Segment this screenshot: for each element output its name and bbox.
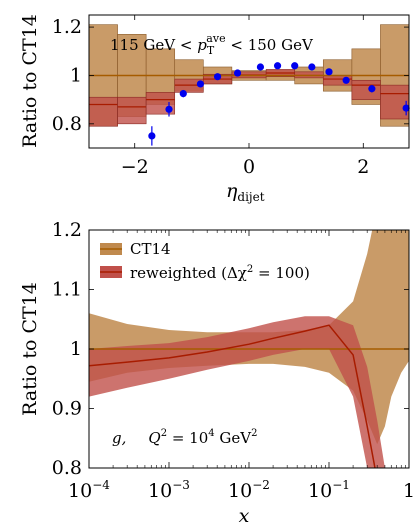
data-point-3 [196, 80, 205, 88]
p1-xlabel-eta: η [226, 180, 238, 202]
p2-annot-Q: Q [148, 429, 160, 447]
data-point-13 [402, 104, 410, 112]
panel-bottom: 10−4 10−3 10−2 10−1 10.80.911.11.2 CT14 rewe… [19, 219, 415, 527]
data-point-10 [325, 68, 333, 76]
p2-annot-eq: = 10 [167, 429, 208, 447]
data-point-12 [368, 85, 376, 93]
p2-annot-unit: GeV [215, 429, 253, 447]
legend-label-ct14: CT14 [130, 240, 171, 258]
p2-xtick-label-0: 10−4 [68, 478, 110, 502]
p2-xtick-label-2: 10−2 [228, 478, 270, 502]
p1-ytick-label-0: 0.8 [52, 113, 82, 135]
p2-bands [89, 230, 409, 468]
p2-xtick-label-4: 1 [403, 480, 415, 502]
p2-annotation: g, Q2 = 104 GeV2 [112, 428, 257, 447]
p2-xtick-base-1: 10 [148, 480, 172, 502]
data-point-1 [165, 105, 173, 113]
p1-ytick-label-1: 1 [70, 64, 82, 86]
reweighted-central-line [89, 324, 376, 468]
p1-xtick-label-1: 0 [243, 156, 255, 178]
p1-ytick-label-2: 1.2 [52, 16, 82, 38]
p2-xtick-exp-1: −3 [172, 478, 190, 492]
data-point-4 [213, 73, 222, 81]
panel-top: −2 0 2 0.8 1 1.2 115 GeV < pTave < 150 GeV Ra… [19, 14, 410, 204]
p2-xtick-label-1: 10−3 [148, 478, 190, 502]
data-point-0 [148, 132, 156, 140]
p2-xtick-label-3: 10−1 [308, 478, 350, 502]
legend-label-reweighted: reweighted (Δχ2 = 100) [130, 264, 310, 282]
p1-xlabel-sub: dijet [237, 190, 264, 204]
p1-xtick-label-2: 2 [357, 156, 369, 178]
p2-annot-exp: 4 [208, 428, 214, 439]
data-point-7 [273, 62, 282, 70]
reweighted-bin-0 [88, 96, 118, 127]
data-point-6 [256, 63, 265, 71]
reweighted-bin-1 [117, 96, 147, 125]
data-point-8 [291, 62, 299, 70]
p1-annot-p: p [197, 36, 207, 54]
data-point-2 [179, 89, 187, 98]
data-point-11 [342, 76, 350, 84]
p2-ytick-label-2: 1 [70, 338, 82, 360]
p2-xtick-base-0: 10 [68, 480, 92, 502]
p2-ytick-label-0: 0.8 [52, 457, 82, 479]
p2-xtick-exp-0: −4 [92, 478, 110, 492]
p2-ticks: 10−4 10−3 10−2 10−1 10.80.911.11.2 [52, 219, 415, 502]
p1-annot-prefix: 115 GeV < [110, 36, 197, 54]
legend-rw-tail: = 100) [253, 264, 310, 282]
p1-ticks: −2 0 2 0.8 1 1.2 [52, 15, 409, 178]
reweighted-band [89, 316, 409, 468]
data-point-9 [308, 63, 316, 71]
legend-rw-main: reweighted (Δχ [130, 264, 247, 282]
p2-ytick-label-3: 1.1 [52, 279, 82, 301]
p2-annot-g: g, [112, 429, 126, 447]
p2-annot-Qsup: 2 [161, 428, 167, 439]
p2-ytick-label-1: 0.9 [52, 398, 82, 420]
p1-points [148, 62, 410, 146]
p1-annot-ave: ave [206, 32, 225, 45]
p2-xtick-base-3: 10 [308, 480, 332, 502]
p1-annotation: 115 GeV < pTave < 150 GeV [110, 32, 314, 57]
p1-xlabel: ηdijet [226, 180, 265, 204]
p2-xlabel: x [239, 505, 250, 527]
p1-annot-T: T [207, 44, 215, 57]
reweighted-bin-9 [351, 79, 381, 100]
data-point-5 [233, 69, 242, 77]
reweighted-bin-10 [380, 84, 410, 120]
p1-xtick-label-0: −2 [121, 156, 149, 178]
p1-annot-suffix: < 150 GeV [226, 36, 314, 54]
p2-ylabel: Ratio to CT14 [19, 282, 41, 416]
p2-xtick-base-2: 10 [228, 480, 252, 502]
p2-annot-unitsup: 2 [251, 428, 257, 439]
p2-ytick-label-4: 1.2 [52, 219, 82, 241]
p2-xtick-exp-3: −1 [332, 478, 350, 492]
p2-xtick-base-4: 1 [403, 480, 415, 502]
legend-rw-sup: 2 [247, 264, 253, 275]
p2-xtick-exp-2: −2 [252, 478, 270, 492]
p1-ylabel: Ratio to CT14 [19, 14, 41, 148]
p2-legend: CT14 reweighted (Δχ2 = 100) [100, 240, 310, 282]
